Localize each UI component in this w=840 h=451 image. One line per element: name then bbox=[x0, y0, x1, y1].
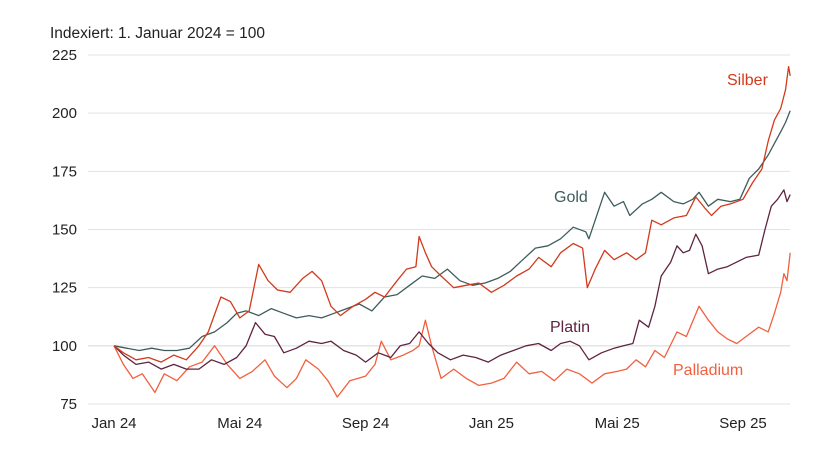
y-tick-label: 175 bbox=[52, 163, 77, 180]
x-tick-label: Jan 24 bbox=[91, 415, 136, 432]
label-platin: Platin bbox=[550, 319, 590, 336]
x-tick-label: Mai 24 bbox=[217, 415, 262, 432]
gridlines bbox=[88, 54, 790, 405]
x-tick-label: Mai 25 bbox=[595, 415, 640, 432]
y-tick-label: 225 bbox=[52, 47, 77, 64]
y-tick-label: 125 bbox=[52, 280, 77, 297]
x-tick-label: Sep 24 bbox=[342, 415, 390, 432]
series-lines bbox=[113, 65, 791, 398]
x-axis-ticks: Jan 24 Mai 24 Sep 24 Jan 25 Mai 25 Sep 25 bbox=[91, 415, 766, 432]
series-line-gold bbox=[113, 110, 791, 352]
label-gold: Gold bbox=[554, 189, 588, 206]
y-tick-label: 75 bbox=[60, 396, 77, 413]
x-tick-label: Jan 25 bbox=[469, 415, 514, 432]
label-palladium: Palladium bbox=[673, 362, 743, 379]
y-tick-label: 200 bbox=[52, 105, 77, 122]
y-tick-label: 150 bbox=[52, 222, 77, 239]
chart-title: Indexiert: 1. Januar 2024 = 100 bbox=[50, 25, 265, 42]
label-silber: Silber bbox=[727, 72, 769, 89]
series-line-platin bbox=[113, 189, 791, 370]
series-line-silber bbox=[113, 65, 791, 363]
y-axis-ticks: 75 100 125 150 175 200 225 bbox=[52, 47, 77, 413]
x-tick-label: Sep 25 bbox=[719, 415, 767, 432]
series-line-palladium bbox=[113, 252, 791, 398]
y-tick-label: 100 bbox=[52, 338, 77, 355]
